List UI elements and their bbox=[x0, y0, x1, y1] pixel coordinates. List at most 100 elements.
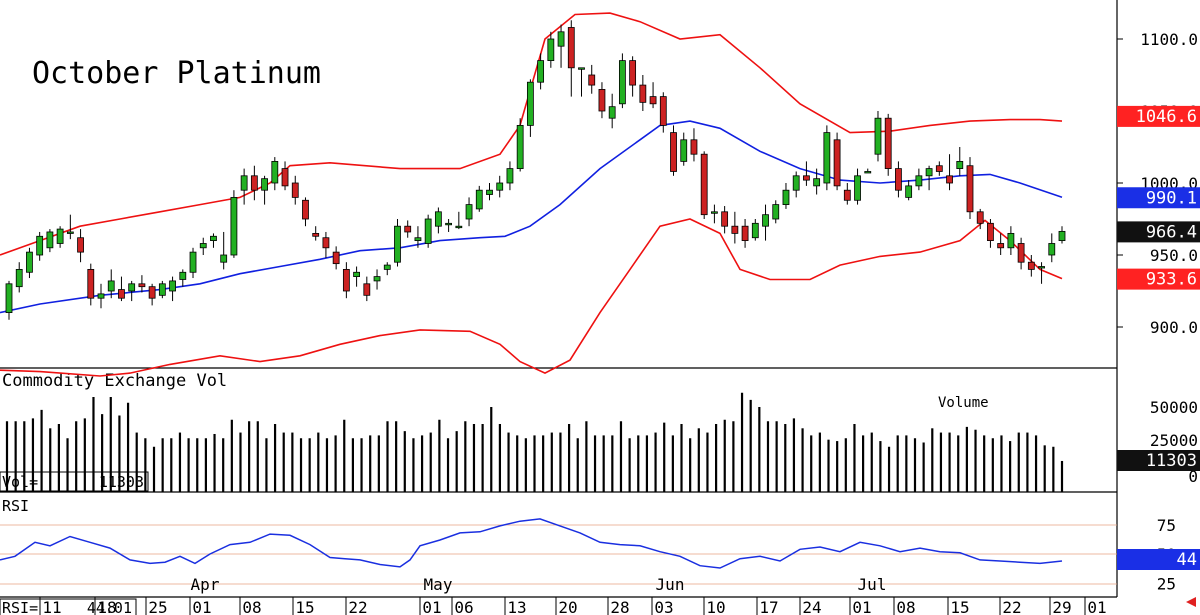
candle bbox=[353, 266, 360, 287]
candle bbox=[966, 157, 974, 219]
volume-label: Volume bbox=[938, 395, 989, 411]
rsi-badge: 44 bbox=[1177, 550, 1197, 570]
candle bbox=[884, 113, 892, 176]
volume-tick-label: 50000 bbox=[1150, 398, 1198, 417]
candle bbox=[843, 183, 851, 205]
candle-body bbox=[424, 218, 432, 244]
candle bbox=[77, 229, 84, 263]
candle bbox=[250, 165, 258, 201]
candle-body bbox=[36, 235, 44, 256]
candle-body bbox=[864, 171, 872, 174]
candle bbox=[373, 269, 381, 290]
volume-badge: 11303 bbox=[1146, 451, 1197, 471]
candle bbox=[424, 214, 432, 248]
candle bbox=[1027, 255, 1035, 277]
candle bbox=[445, 219, 453, 232]
candle bbox=[823, 125, 831, 191]
bollinger-upper-line bbox=[0, 12, 1063, 256]
candle-body bbox=[353, 271, 360, 277]
candle bbox=[138, 275, 146, 293]
volume-readout-label: Vol= bbox=[2, 473, 38, 491]
candle-body bbox=[291, 182, 299, 198]
candle-body bbox=[434, 211, 442, 227]
candle bbox=[557, 24, 565, 68]
x-day-label: 01 bbox=[192, 598, 211, 615]
candle-body bbox=[322, 237, 330, 249]
chart-title: October Platinum bbox=[32, 56, 321, 91]
candle bbox=[741, 219, 749, 248]
candle-body bbox=[506, 168, 514, 184]
candle bbox=[486, 183, 493, 201]
bollinger-middle-line bbox=[0, 120, 1063, 314]
candle-body bbox=[138, 283, 146, 288]
x-day-label: 15 bbox=[950, 598, 969, 615]
candle bbox=[905, 180, 913, 201]
candle bbox=[1048, 233, 1056, 263]
x-day-label: 29 bbox=[1052, 598, 1071, 615]
volume-tick-label: 25000 bbox=[1150, 431, 1198, 450]
candle bbox=[322, 231, 330, 258]
candle-body bbox=[1017, 243, 1025, 263]
candle-body bbox=[312, 232, 320, 237]
candle bbox=[261, 175, 268, 205]
candle-body bbox=[639, 84, 647, 103]
candle-body bbox=[915, 175, 923, 187]
price-badge-1-box bbox=[1117, 187, 1200, 209]
x-day-label: 08 bbox=[242, 598, 261, 615]
candle-body bbox=[445, 222, 453, 226]
candle bbox=[659, 92, 667, 133]
candle-body bbox=[700, 153, 708, 216]
candle-body bbox=[496, 182, 504, 191]
candle bbox=[496, 175, 504, 198]
candle bbox=[578, 67, 585, 97]
candle bbox=[731, 211, 739, 244]
candle-body bbox=[281, 168, 289, 187]
candle-body bbox=[404, 225, 412, 233]
x-day-label: 03 bbox=[654, 598, 673, 615]
candle-body bbox=[332, 251, 340, 265]
candle-body bbox=[169, 280, 176, 292]
candle-body bbox=[271, 160, 279, 184]
rsi-tick-label: 75 bbox=[1157, 516, 1176, 535]
candle-body bbox=[220, 254, 228, 263]
scroll-arrow-icon[interactable] bbox=[1186, 597, 1196, 607]
candle bbox=[107, 269, 115, 299]
candle-body bbox=[629, 60, 637, 86]
candle bbox=[526, 79, 534, 137]
candle-body bbox=[77, 237, 84, 253]
x-day-label: 25 bbox=[148, 598, 167, 615]
candle-body bbox=[588, 74, 596, 86]
candle-body bbox=[179, 271, 187, 280]
candle bbox=[169, 276, 176, 302]
candle bbox=[803, 161, 810, 186]
price-badge-3-box bbox=[1117, 268, 1200, 290]
candle-body bbox=[935, 165, 943, 172]
candle-body bbox=[486, 189, 493, 195]
candle-body bbox=[895, 168, 902, 191]
candle bbox=[26, 247, 33, 279]
candle-body bbox=[158, 283, 166, 296]
candle-body bbox=[598, 89, 606, 112]
x-day-label: 28 bbox=[610, 598, 629, 615]
candle bbox=[588, 64, 596, 94]
candle bbox=[629, 56, 637, 97]
candle bbox=[383, 262, 391, 276]
candle bbox=[158, 280, 166, 299]
candle bbox=[56, 226, 64, 248]
candle-body bbox=[762, 214, 769, 227]
candle-body bbox=[711, 211, 718, 214]
candle-body bbox=[373, 276, 381, 282]
candle-body bbox=[107, 280, 115, 292]
candle-body bbox=[250, 175, 258, 191]
candle bbox=[833, 132, 841, 191]
candle-body bbox=[189, 251, 197, 273]
candle bbox=[394, 219, 401, 267]
candle-body bbox=[394, 225, 401, 263]
candle-body bbox=[342, 268, 350, 292]
candle-body bbox=[772, 204, 780, 220]
volume-panel-title: Commodity Exchange Vol bbox=[2, 371, 227, 391]
candle bbox=[608, 93, 616, 129]
candle-body bbox=[1007, 232, 1015, 249]
candle bbox=[455, 211, 463, 230]
candle bbox=[649, 82, 657, 109]
